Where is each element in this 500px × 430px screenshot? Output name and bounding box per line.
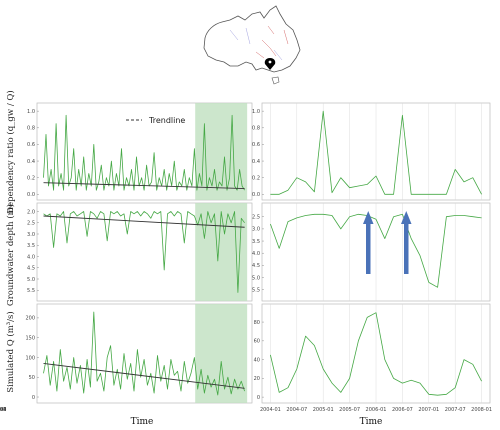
y-tick-label: 0.8 — [27, 126, 35, 132]
x-tick-label: 1992 — [0, 407, 6, 413]
map-rivers — [255, 25, 289, 59]
series-line — [270, 312, 482, 396]
legend: Trendline — [126, 116, 185, 125]
y-tick-label: 150 — [25, 335, 35, 341]
y-tick-label: 0 — [257, 395, 260, 401]
ylabel-groundwater-depth: Groundwater depth (m) — [5, 204, 16, 306]
chart-panel-left-bottom: 1984198819921996200020042008 0 50 100 150 200 — [0, 303, 253, 413]
xlabel-right: Time — [360, 417, 383, 427]
x-tick-label: 1988 — [0, 407, 6, 413]
legend-trend-label: Trendline — [148, 116, 185, 125]
y-tick-label: 4.0 — [27, 254, 35, 260]
y-tick-label: 1.0 — [27, 109, 35, 115]
y-tick-label: 2.5 — [252, 215, 260, 221]
ylabel-simulated-q: Simulated Q (m³/s) — [5, 311, 16, 392]
y-tick-label: 40 — [254, 357, 260, 363]
x-tick-label: 2004-07 — [286, 407, 307, 413]
ylabel-dependency-ratio: Dependency ratio (q_gw / Q) — [5, 90, 16, 213]
y-tick-label: 5.0 — [252, 275, 260, 281]
y-tick-label: 0.2 — [252, 176, 260, 182]
australia-map — [203, 5, 301, 85]
y-tick-label: 60 — [254, 339, 260, 345]
x-tick-label: 2006-07 — [392, 407, 413, 413]
y-tick-label: 5.5 — [252, 288, 260, 294]
y-tick-label: 80 — [254, 320, 260, 326]
x-tick-label: 1984 — [0, 407, 6, 413]
x-tick-label: 2005-01 — [313, 407, 334, 413]
up-arrow-icon — [363, 211, 374, 274]
chart-panel-left-top: 0.0 0.2 0.4 0.6 0.8 1.0 — [27, 102, 253, 201]
up-arrow-icon — [401, 211, 412, 274]
y-tick-label: 4.5 — [252, 263, 260, 269]
y-tick-label: 0.0 — [252, 192, 260, 198]
x-tick-label: 2007-01 — [418, 407, 439, 413]
series-line — [270, 213, 482, 288]
y-tick-label: 200 — [25, 316, 35, 322]
y-tick-label: 20 — [254, 376, 260, 382]
y-tick-label: 0.2 — [27, 176, 35, 182]
y-tick-label: 1.0 — [252, 109, 260, 115]
series-line — [43, 211, 245, 293]
y-tick-label: 2.0 — [27, 209, 35, 215]
y-tick-label: 4.0 — [252, 251, 260, 257]
location-pin-icon — [264, 58, 276, 70]
series-line — [43, 311, 245, 396]
y-tick-label: 2.5 — [27, 221, 35, 227]
x-tick-label: 2008-01 — [471, 407, 492, 413]
y-tick-label: 0.4 — [252, 159, 260, 165]
y-tick-label: 5.0 — [27, 277, 35, 283]
highlight-period — [195, 103, 248, 200]
chart-panel-right-middle: 2.5 3.0 3.5 4.0 4.5 5.0 5.5 — [252, 202, 491, 302]
trendline — [43, 362, 245, 389]
x-tick-label: 2008 — [0, 407, 6, 413]
y-tick-label: 3.0 — [27, 232, 35, 238]
xlabel-left: Time — [131, 417, 154, 427]
x-tick-label: 2004-01 — [260, 407, 281, 413]
x-tick-label: 2006-01 — [366, 407, 387, 413]
y-tick-label: 4.5 — [27, 266, 35, 272]
australia-outline — [203, 5, 301, 73]
chart-panels: 0.0 0.2 0.4 0.6 0.8 1.0 2.0 2.5 3.0 3.5 4.0 4.5 5.0 5… — [0, 102, 492, 413]
map-rivers-blue — [229, 27, 283, 61]
y-tick-label: 100 — [25, 355, 35, 361]
trendline — [43, 215, 245, 228]
trendline — [43, 182, 245, 189]
annotation-arrows — [363, 211, 412, 274]
tasmania-outline — [271, 76, 280, 85]
y-tick-label: 3.5 — [27, 243, 35, 249]
highlight-period — [195, 304, 248, 403]
chart-panel-left-middle: 2.0 2.5 3.0 3.5 4.0 4.5 5.0 5.5 — [27, 202, 253, 302]
x-tick-label: 2005-07 — [339, 407, 360, 413]
x-tick-label: 2004 — [0, 407, 6, 413]
y-tick-label: 0.6 — [27, 142, 35, 148]
x-tick-label: 2007-07 — [445, 407, 466, 413]
chart-panel-right-top: 0.0 0.2 0.4 0.6 0.8 1.0 — [252, 102, 491, 201]
chart-panel-right-bottom: 2004-01 2004-07 2005-01 2005-07 2006-01 2006-… — [254, 303, 492, 413]
series-line — [270, 110, 482, 195]
y-tick-label: 3.0 — [252, 227, 260, 233]
y-tick-label: 0.4 — [27, 159, 35, 165]
y-tick-label: 0.6 — [252, 142, 260, 148]
y-tick-label: 5.5 — [27, 288, 35, 294]
y-tick-label: 0.0 — [27, 192, 35, 198]
y-tick-label: 50 — [29, 375, 35, 381]
y-tick-label: 0.8 — [252, 126, 260, 132]
y-tick-label: 3.5 — [252, 239, 260, 245]
y-tick-label: 0 — [32, 395, 35, 401]
x-tick-label: 1996 — [0, 407, 6, 413]
